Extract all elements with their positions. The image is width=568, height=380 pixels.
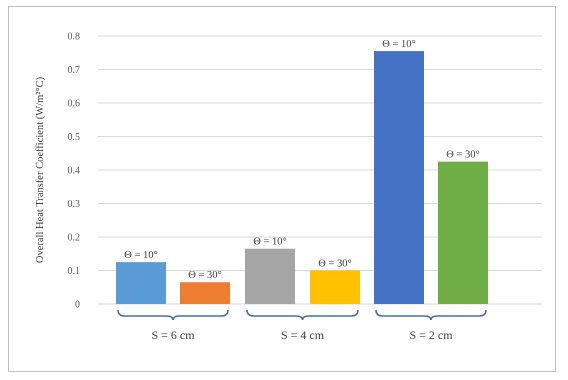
group-label: S = 2 cm <box>409 328 453 342</box>
y-tick-label: 0 <box>75 300 80 311</box>
y-axis-label: Overall Heat Transfer Coefficient (W/m²°… <box>35 76 46 263</box>
bar <box>438 161 488 304</box>
data-label: Θ = 30° <box>446 150 479 161</box>
group-brace <box>375 309 487 321</box>
data-label: Θ = 30° <box>318 259 351 270</box>
data-label: Θ = 10° <box>253 237 286 248</box>
y-tick-label: 0.4 <box>68 166 81 177</box>
bar <box>374 51 424 305</box>
group-braces <box>117 309 487 321</box>
group-label: S = 4 cm <box>281 328 325 342</box>
bar <box>116 262 166 304</box>
bar <box>180 282 230 304</box>
group-brace <box>246 309 359 321</box>
group-brace <box>117 309 229 321</box>
data-label: Θ = 10° <box>124 250 157 261</box>
y-tick-label: 0.2 <box>68 233 81 244</box>
y-tick-label: 0.3 <box>68 199 81 210</box>
bar <box>310 270 360 304</box>
y-tick-label: 0.8 <box>68 32 81 43</box>
y-tick-label: 0.7 <box>68 65 81 76</box>
bar <box>245 248 295 304</box>
data-labels: Θ = 10° Θ = 30° Θ = 10° Θ = 30° Θ = 10° Θ = 3… <box>124 39 479 281</box>
y-tick-label: 0.5 <box>68 132 81 143</box>
y-axis-ticks: 0 0.1 0.2 0.3 0.4 0.5 0.6 0.7 0.8 <box>68 32 81 311</box>
y-tick-label: 0.1 <box>68 266 81 277</box>
y-tick-label: 0.6 <box>68 99 81 110</box>
bars <box>116 51 488 305</box>
data-label: Θ = 30° <box>188 270 221 281</box>
group-labels: S = 6 cm S = 4 cm S = 2 cm <box>151 328 453 342</box>
group-label: S = 6 cm <box>151 328 195 342</box>
data-label: Θ = 10° <box>382 39 415 50</box>
